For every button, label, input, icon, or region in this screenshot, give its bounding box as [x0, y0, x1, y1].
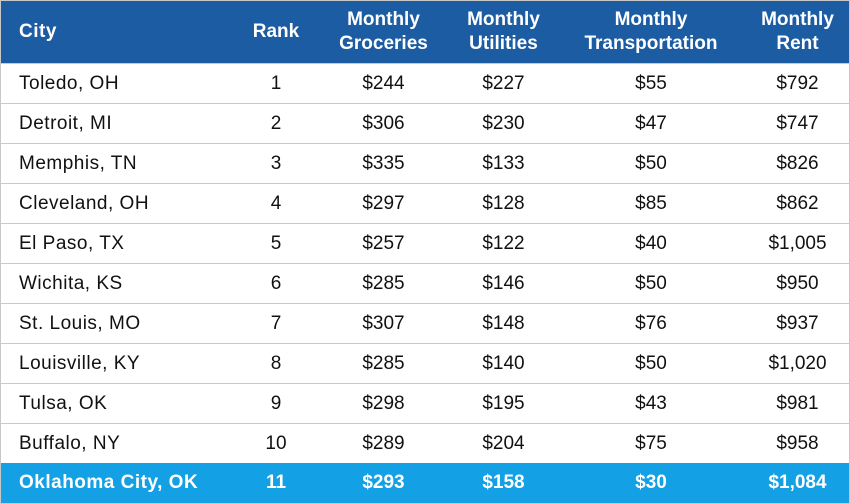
city-cell: Detroit, MI [19, 112, 113, 134]
value-cell: $146 [482, 272, 525, 294]
value-cell: 8 [270, 352, 282, 374]
table-row: Wichita, KS 6 $285 $146 $50 $950 [1, 263, 849, 303]
table-row: Buffalo, NY 10 $289 $204 $75 $958 [1, 423, 849, 463]
value-cell: $50 [635, 272, 667, 294]
value-cell: $1,020 [768, 352, 827, 374]
value-cell: $289 [362, 432, 405, 454]
value-cell: Monthly Groceries [339, 9, 428, 54]
value-cell: $306 [362, 112, 405, 134]
city-cell: Cleveland, OH [19, 192, 150, 214]
value-cell: 9 [270, 392, 282, 414]
value-cell: 1 [270, 72, 282, 94]
table-row: Tulsa, OK 9 $298 $195 $43 $981 [1, 383, 849, 423]
value-cell: $335 [362, 152, 405, 174]
value-cell: Rank [252, 21, 300, 42]
value-cell: $285 [362, 352, 405, 374]
value-cell: 10 [265, 432, 287, 454]
city-cell: St. Louis, MO [19, 312, 141, 334]
value-cell: $30 [635, 472, 667, 493]
value-cell: $792 [776, 72, 819, 94]
value-cell: $140 [482, 352, 525, 374]
value-cell: $937 [776, 312, 819, 334]
value-cell: $1,084 [768, 472, 827, 493]
highlight-row: Oklahoma City, OK 11 $293 $158 $30 $1,084 [1, 463, 849, 503]
value-cell: $122 [482, 232, 525, 254]
value-cell: Monthly Utilities [467, 9, 540, 54]
value-cell: $204 [482, 432, 525, 454]
value-cell: 3 [270, 152, 282, 174]
value-cell: $227 [482, 72, 525, 94]
value-cell: $285 [362, 272, 405, 294]
city-cell: Buffalo, NY [19, 432, 121, 454]
value-cell: $230 [482, 112, 525, 134]
table-row: Memphis, TN 3 $335 $133 $50 $826 [1, 143, 849, 183]
value-cell: $148 [482, 312, 525, 334]
value-cell: $747 [776, 112, 819, 134]
value-cell: $40 [635, 232, 667, 254]
value-cell: $50 [635, 152, 667, 174]
value-cell: 2 [270, 112, 282, 134]
table-row: St. Louis, MO 7 $307 $148 $76 $937 [1, 303, 849, 343]
value-cell: Monthly Rent [761, 9, 834, 54]
city-cell: Tulsa, OK [19, 392, 108, 414]
value-cell: $55 [635, 72, 667, 94]
value-cell: $133 [482, 152, 525, 174]
value-cell: $244 [362, 72, 405, 94]
value-cell: $293 [362, 472, 405, 493]
table-row: Toledo, OH 1 $244 $227 $55 $792 [1, 63, 849, 103]
value-cell: $158 [482, 472, 525, 493]
table-row: Louisville, KY 8 $285 $140 $50 $1,020 [1, 343, 849, 383]
value-cell: 6 [270, 272, 282, 294]
city-cell: City [19, 21, 57, 42]
value-cell: $85 [635, 192, 667, 214]
value-cell: $950 [776, 272, 819, 294]
city-cell: Toledo, OH [19, 72, 120, 94]
value-cell: $298 [362, 392, 405, 414]
value-cell: $958 [776, 432, 819, 454]
value-cell: $257 [362, 232, 405, 254]
city-cell: Oklahoma City, OK [19, 472, 199, 493]
table-row: El Paso, TX 5 $257 $122 $40 $1,005 [1, 223, 849, 263]
value-cell: $47 [635, 112, 667, 134]
value-cell: Monthly Transportation [584, 9, 718, 54]
value-cell: $76 [635, 312, 667, 334]
value-cell: 5 [270, 232, 282, 254]
value-cell: $981 [776, 392, 819, 414]
value-cell: $128 [482, 192, 525, 214]
value-cell: 11 [265, 472, 287, 493]
value-cell: 7 [270, 312, 282, 334]
city-cell: El Paso, TX [19, 232, 125, 254]
value-cell: 4 [270, 192, 282, 214]
city-cell: Memphis, TN [19, 152, 138, 174]
value-cell: $50 [635, 352, 667, 374]
city-cell: Louisville, KY [19, 352, 141, 374]
city-cell: Wichita, KS [19, 272, 123, 294]
value-cell: $862 [776, 192, 819, 214]
value-cell: $1,005 [768, 232, 827, 254]
value-cell: $75 [635, 432, 667, 454]
table-row: Cleveland, OH 4 $297 $128 $85 $862 [1, 183, 849, 223]
table-row: Detroit, MI 2 $306 $230 $47 $747 [1, 103, 849, 143]
value-cell: $43 [635, 392, 667, 414]
value-cell: $826 [776, 152, 819, 174]
header-row: City Rank Monthly Groceries Monthly Utiliti… [1, 1, 849, 63]
value-cell: $195 [482, 392, 525, 414]
value-cell: $307 [362, 312, 405, 334]
value-cell: $297 [362, 192, 405, 214]
